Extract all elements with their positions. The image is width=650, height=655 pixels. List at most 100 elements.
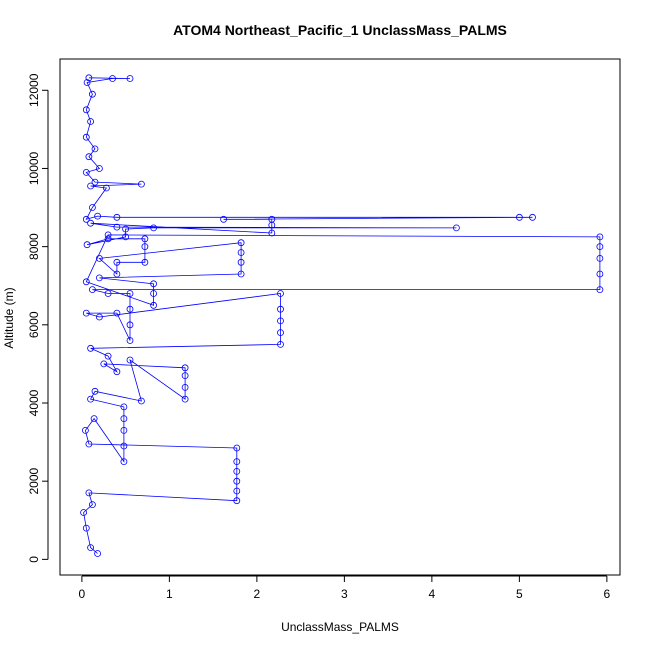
data-point bbox=[85, 440, 93, 448]
data-point bbox=[233, 497, 241, 505]
data-point bbox=[596, 243, 604, 251]
data-point bbox=[87, 219, 94, 227]
data-point bbox=[220, 215, 228, 223]
data-point bbox=[596, 270, 604, 278]
data-point bbox=[94, 550, 101, 557]
data-point bbox=[237, 239, 245, 247]
data-point bbox=[141, 235, 149, 243]
x-tick-label: 2 bbox=[254, 587, 261, 601]
data-point bbox=[120, 415, 128, 423]
data-point bbox=[137, 397, 145, 405]
data-point bbox=[120, 426, 128, 434]
data-point bbox=[126, 305, 134, 313]
y-tick-label: 8000 bbox=[27, 233, 41, 260]
data-point bbox=[150, 280, 158, 288]
y-tick-label: 2000 bbox=[27, 468, 41, 495]
data-point bbox=[137, 180, 145, 188]
data-point bbox=[89, 286, 96, 294]
data-point bbox=[89, 204, 96, 211]
data-point bbox=[141, 243, 149, 251]
data-point bbox=[233, 487, 241, 495]
data-point bbox=[104, 231, 112, 239]
data-point bbox=[87, 118, 94, 125]
x-tick-label: 1 bbox=[166, 587, 173, 601]
data-point bbox=[113, 223, 121, 231]
data-point bbox=[103, 184, 110, 192]
data-point bbox=[113, 309, 121, 317]
data-point bbox=[94, 212, 101, 220]
data-point bbox=[277, 329, 284, 337]
data-point bbox=[113, 270, 121, 278]
data-point bbox=[237, 258, 245, 266]
y-tick-label: 4000 bbox=[27, 389, 41, 416]
data-point bbox=[277, 317, 284, 325]
plot-frame bbox=[59, 58, 621, 576]
data-point bbox=[82, 215, 90, 223]
data-point bbox=[96, 274, 103, 282]
data-point bbox=[141, 258, 149, 266]
data-point bbox=[596, 254, 604, 262]
data-point bbox=[87, 344, 94, 352]
y-tick-label: 6000 bbox=[27, 311, 41, 338]
x-tick-label: 0 bbox=[79, 587, 86, 601]
data-point bbox=[82, 524, 90, 532]
series-layer bbox=[80, 74, 604, 557]
data-point bbox=[126, 337, 134, 344]
x-tick-label: 6 bbox=[604, 587, 611, 601]
x-axis-label: UnclassMass_PALMS bbox=[281, 620, 399, 634]
data-point bbox=[120, 403, 128, 411]
data-point bbox=[181, 364, 189, 372]
data-point bbox=[126, 75, 134, 82]
data-point bbox=[529, 213, 536, 221]
data-point bbox=[181, 372, 189, 380]
data-point bbox=[277, 290, 284, 297]
data-point bbox=[126, 356, 134, 364]
data-point bbox=[82, 426, 89, 434]
data-point bbox=[596, 286, 604, 294]
data-point bbox=[122, 225, 129, 233]
data-point bbox=[104, 352, 112, 360]
data-point bbox=[181, 395, 189, 403]
data-point bbox=[82, 168, 90, 176]
y-tick-label: 10000 bbox=[27, 151, 41, 185]
y-axis-label: Altitude (m) bbox=[2, 287, 16, 348]
data-point bbox=[87, 182, 94, 190]
series-line bbox=[83, 77, 601, 554]
data-point bbox=[100, 360, 108, 368]
data-point bbox=[104, 290, 112, 297]
x-tick-label: 4 bbox=[429, 587, 436, 601]
data-point bbox=[91, 178, 99, 186]
data-point bbox=[237, 270, 245, 278]
data-point bbox=[96, 165, 103, 172]
data-point bbox=[181, 383, 189, 391]
data-point bbox=[90, 415, 98, 423]
data-point bbox=[596, 233, 604, 241]
data-point bbox=[85, 153, 93, 161]
data-point bbox=[233, 444, 241, 452]
data-point bbox=[126, 290, 134, 297]
data-point bbox=[268, 215, 276, 223]
data-point bbox=[126, 321, 134, 329]
data-point bbox=[82, 133, 90, 141]
data-point bbox=[83, 241, 91, 249]
y-tick-label: 12000 bbox=[27, 73, 41, 107]
data-point bbox=[120, 458, 128, 466]
data-point bbox=[96, 313, 103, 321]
data-point bbox=[82, 106, 90, 114]
data-point bbox=[233, 467, 241, 475]
data-point bbox=[89, 501, 96, 509]
data-point bbox=[113, 368, 121, 376]
data-point bbox=[150, 301, 158, 309]
y-tick-label: 0 bbox=[27, 556, 41, 563]
data-point bbox=[89, 90, 96, 98]
data-point bbox=[85, 489, 93, 497]
data-point bbox=[150, 290, 158, 297]
data-point bbox=[113, 258, 121, 266]
data-point bbox=[82, 309, 90, 317]
data-point bbox=[452, 224, 460, 232]
data-point bbox=[91, 387, 99, 395]
axes-layer: 0 1 2 3 4 5 6 0 2000 4000 6000 8000 10000 12000 bbox=[27, 73, 611, 601]
